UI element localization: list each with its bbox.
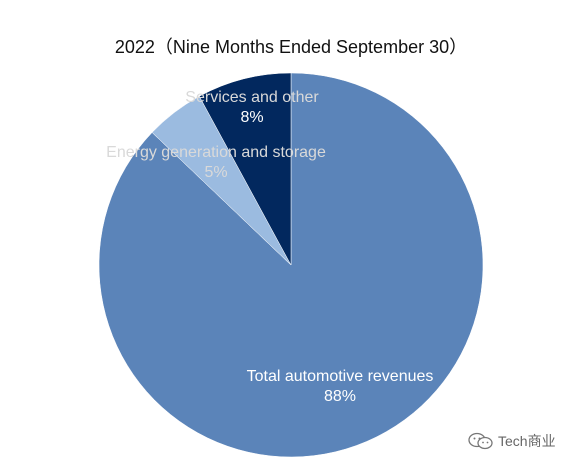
- slice-value-services: 8%: [240, 109, 264, 126]
- slice-name-automotive: Total automotive revenues: [246, 368, 434, 385]
- watermark: Tech商业: [468, 431, 556, 451]
- slice-name-services: Services and other: [185, 89, 319, 106]
- pie-slice-services: [199, 72, 292, 266]
- chart-title: 2022（Nine Months Ended September 30）: [114, 37, 468, 57]
- slice-label-automotive: Total automotive revenues 88%: [220, 367, 460, 407]
- slice-label-energy: Energy generation and storage 5%: [86, 143, 346, 183]
- slice-label-services: Services and other 8%: [162, 88, 342, 128]
- wechat-icon: [468, 432, 493, 450]
- slice-value-automotive: 88%: [323, 388, 357, 405]
- slice-value-energy: 5%: [204, 164, 228, 181]
- slice-name-energy: Energy generation and storage: [106, 144, 326, 161]
- watermark-text: Tech商业: [498, 433, 556, 449]
